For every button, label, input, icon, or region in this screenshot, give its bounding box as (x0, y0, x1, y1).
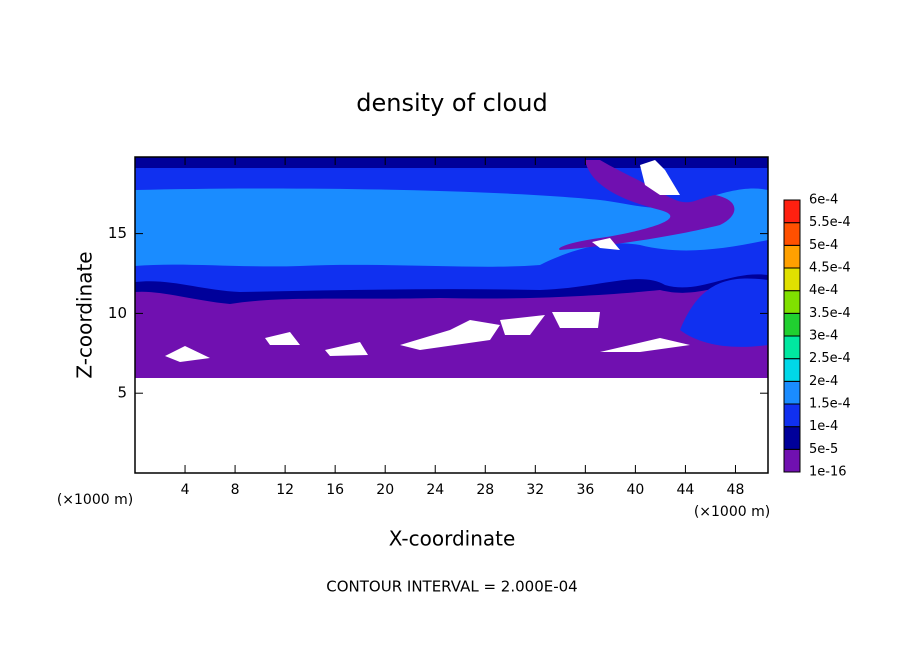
colorbar-label: 4e-4 (809, 283, 838, 298)
x-tick-label: 40 (626, 482, 644, 498)
colorbar-band (783, 290, 801, 314)
colorbar-band (783, 244, 801, 269)
colorbar-label: 1.5e-4 (809, 397, 851, 412)
colorbar-label: 5.5e-4 (809, 215, 851, 230)
colorbar-label: 5e-4 (809, 238, 838, 253)
colorbar-label: 6e-4 (809, 193, 838, 208)
colorbar-band (783, 335, 801, 360)
x-tick-label: 16 (326, 482, 344, 498)
plot-frame (134, 156, 769, 474)
colorbar-band (783, 426, 801, 450)
x-unit-label: (×1000 m) (694, 504, 770, 520)
chart-title: density of cloud (356, 89, 547, 117)
colorbar-label: 4.5e-4 (809, 261, 851, 276)
x-tick-label: 44 (677, 482, 695, 498)
colorbar-label: 3e-4 (809, 329, 838, 344)
colorbar-label: 1e-4 (809, 419, 838, 434)
y-tick-label: 10 (108, 304, 127, 322)
x-tick-label: 4 (181, 482, 190, 498)
y-axis-label: Z-coordinate (73, 251, 97, 378)
x-tick-label: 12 (276, 482, 294, 498)
colorbar-label: 1e-16 (809, 465, 847, 480)
y-tick-label: 15 (108, 224, 127, 242)
x-tick-label: 36 (576, 482, 594, 498)
colorbar-band (783, 222, 801, 246)
x-tick-label: 32 (526, 482, 544, 498)
colorbar-band (783, 403, 801, 428)
colorbar-band (783, 199, 801, 224)
colorbar-label: 5e-5 (809, 442, 838, 457)
x-unit-label: (×1000 m) (57, 492, 133, 508)
y-tick-label: 5 (117, 384, 127, 402)
x-axis-label: X-coordinate (389, 527, 516, 551)
colorbar-band (783, 358, 801, 382)
colorbar-band (783, 380, 801, 405)
x-tick-label: 48 (727, 482, 745, 498)
colorbar-label: 3.5e-4 (809, 306, 851, 321)
x-tick-label: 8 (231, 482, 240, 498)
colorbar-band (783, 267, 801, 292)
contour-field (135, 157, 768, 473)
x-tick-label: 28 (476, 482, 494, 498)
colorbar-band (783, 312, 801, 337)
colorbar-label: 2e-4 (809, 374, 838, 389)
x-tick-label: 24 (426, 482, 444, 498)
footer: CONTOUR INTERVAL = 2.000E-04 (326, 578, 577, 596)
colorbar-band (783, 448, 801, 473)
x-tick-label: 20 (376, 482, 394, 498)
colorbar-label: 2.5e-4 (809, 351, 851, 366)
